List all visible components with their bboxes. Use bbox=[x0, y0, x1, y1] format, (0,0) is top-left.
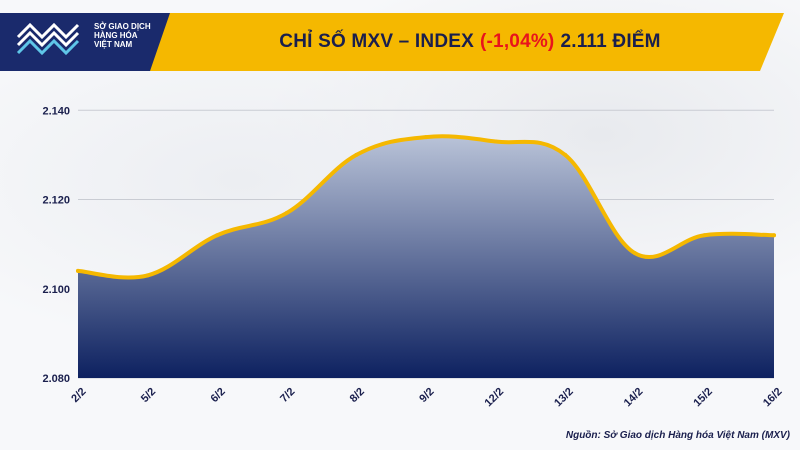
logo-line-3: VIỆT NAM bbox=[94, 40, 133, 49]
data-point-14-2 bbox=[632, 251, 637, 256]
x-tick-label: 6/2 bbox=[209, 386, 228, 405]
x-tick-label: 5/2 bbox=[139, 386, 158, 405]
x-tick-label: 2/2 bbox=[69, 386, 88, 405]
mxv-logo: SỞ GIAO DỊCH HÀNG HÓA VIỆT NAM bbox=[14, 12, 164, 62]
chart-title: CHỈ SỐ MXV – INDEX (-1,04%) 2.111 ĐIỂM bbox=[170, 13, 770, 71]
logo-text: SỞ GIAO DỊCH HÀNG HÓA VIỆT NAM bbox=[94, 22, 174, 49]
y-tick-label: 2.080 bbox=[42, 373, 70, 385]
area-fill bbox=[78, 136, 774, 378]
x-tick-label: 15/2 bbox=[691, 386, 715, 410]
mxv-logo-icon bbox=[16, 22, 80, 56]
data-point-2-2 bbox=[76, 268, 80, 273]
source-note: Nguồn: Sở Giao dịch Hàng hóa Việt Nam (M… bbox=[565, 430, 790, 441]
data-point-15-2 bbox=[702, 233, 707, 238]
x-tick-label: 13/2 bbox=[552, 386, 576, 410]
y-tick-label: 2.120 bbox=[42, 195, 70, 207]
data-point-9-2 bbox=[424, 135, 428, 140]
title-suffix: 2.111 ĐIỂM bbox=[560, 31, 661, 52]
logo-line-1: SỞ GIAO DỊCH bbox=[94, 22, 151, 31]
data-point-5-2 bbox=[145, 273, 150, 278]
data-point-12-2 bbox=[493, 139, 498, 144]
title-bar-shape bbox=[0, 13, 784, 71]
data-point-8-2 bbox=[354, 152, 359, 157]
data-point-13-2 bbox=[563, 152, 568, 157]
data-points bbox=[76, 135, 776, 278]
x-tick-label: 16/2 bbox=[761, 386, 785, 410]
data-point-16-2 bbox=[772, 233, 776, 238]
y-tick-label: 2.140 bbox=[42, 105, 70, 117]
y-tick-label: 2.100 bbox=[42, 284, 70, 296]
title-change: (-1,04%) bbox=[480, 31, 555, 52]
x-tick-label: 12/2 bbox=[483, 386, 507, 410]
data-point-6-2 bbox=[215, 233, 220, 238]
x-tick-label: 9/2 bbox=[417, 386, 436, 405]
y-axis-ticks: 2.080 2.100 2.120 2.140 bbox=[42, 105, 70, 385]
x-tick-label: 7/2 bbox=[278, 386, 297, 405]
title-prefix: CHỈ SỐ MXV – INDEX bbox=[279, 31, 474, 52]
x-tick-label: 14/2 bbox=[622, 386, 646, 410]
x-axis-ticks: 2/2 5/2 6/2 7/2 8/2 9/2 12/2 13/2 14/2 15/2 16/2 bbox=[69, 386, 784, 410]
x-tick-label: 8/2 bbox=[348, 386, 367, 405]
data-point-7-2 bbox=[284, 210, 289, 215]
logo-line-2: HÀNG HÓA bbox=[94, 31, 138, 40]
title-bar: CHỈ SỐ MXV – INDEX (-1,04%) 2.111 ĐIỂM bbox=[0, 13, 784, 71]
